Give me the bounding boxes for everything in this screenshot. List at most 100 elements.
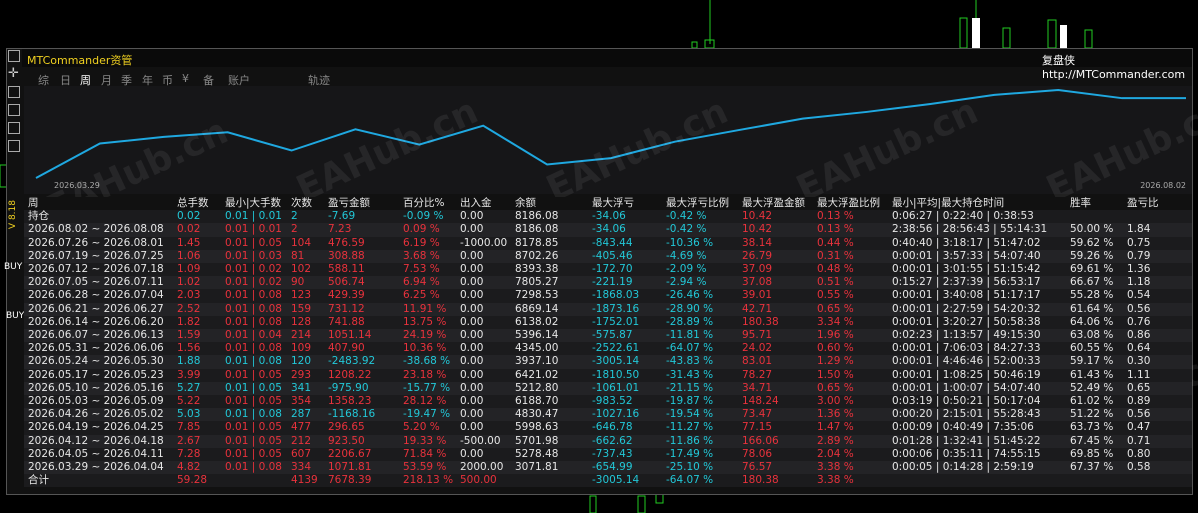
- tool-icon[interactable]: [8, 140, 20, 152]
- cell: -575.87: [592, 329, 633, 341]
- tab[interactable]: 周: [80, 74, 91, 87]
- cell: -2483.92: [328, 355, 376, 368]
- cell: -19.87 %: [666, 395, 714, 407]
- cell: 0.00: [460, 381, 484, 394]
- cell: 81: [291, 249, 305, 262]
- tab[interactable]: 账户: [228, 74, 250, 87]
- brand-url: http://MTCommander.com: [1042, 68, 1186, 81]
- cell: 607: [291, 447, 312, 460]
- cell: 64.06 %: [1070, 315, 1114, 328]
- cell: 0.00: [460, 210, 484, 223]
- tab[interactable]: 备: [203, 74, 214, 87]
- cell: 0.00: [460, 368, 484, 381]
- cell: 218.13 %: [403, 474, 454, 487]
- cell: 120: [291, 355, 312, 368]
- cell: 0:00:01 | 3:40:08 | 51:17:17: [892, 289, 1041, 302]
- row-bg: [24, 276, 1192, 290]
- cell: 50.00 %: [1070, 223, 1114, 236]
- equity-line: [35, 88, 1187, 179]
- tab[interactable]: 轨迹: [308, 74, 330, 87]
- tool-icon[interactable]: [8, 122, 20, 134]
- cell: 8393.38: [515, 263, 559, 275]
- tab[interactable]: 币: [162, 74, 173, 87]
- cell: 37.09: [742, 263, 773, 275]
- cell: 2026.08.02 ~ 2026.08.08: [28, 223, 164, 236]
- cell: 0.00: [460, 355, 484, 368]
- tool-icon[interactable]: [8, 104, 20, 116]
- cell: 0.00: [460, 249, 484, 262]
- buy-label: BUY: [6, 311, 25, 321]
- cell: 0.71: [1127, 434, 1151, 447]
- cell: 0.01 | 0.08: [225, 289, 282, 302]
- cell: -662.62: [592, 434, 633, 447]
- cell: 159: [291, 302, 312, 315]
- cell: 55.28 %: [1070, 289, 1114, 302]
- cell: 胜率: [1070, 197, 1091, 209]
- cell: 3071.81: [515, 461, 559, 473]
- cell: 0.56: [1127, 408, 1151, 421]
- cell: 1.36 %: [817, 408, 854, 421]
- cell: 8186.08: [515, 210, 559, 223]
- tab[interactable]: 季: [121, 74, 132, 87]
- cell: 0.01 | 0.01: [225, 223, 282, 236]
- row-bg: [24, 421, 1192, 435]
- cell: -172.70: [592, 263, 633, 275]
- tool-icon[interactable]: [8, 50, 20, 62]
- cell: 0.00: [460, 395, 484, 407]
- tab[interactable]: ¥: [182, 72, 189, 85]
- cell: 5.27: [177, 381, 201, 394]
- cell: -1027.16: [592, 408, 640, 421]
- cell: 2026.05.31 ~ 2026.06.06: [28, 342, 164, 355]
- cell: 最大浮亏比例: [666, 197, 729, 209]
- cell: -1868.03: [592, 289, 640, 302]
- tab[interactable]: 综: [38, 74, 49, 87]
- tab[interactable]: 月: [101, 74, 112, 87]
- cell: -43.83 %: [666, 355, 714, 368]
- cell: 0.01 | 0.05: [225, 368, 282, 381]
- cell: 6869.14: [515, 302, 559, 315]
- cell: 10.42: [742, 210, 773, 223]
- tab[interactable]: 日: [60, 74, 71, 87]
- cell: 0:00:01 | 3:57:33 | 54:07:40: [892, 249, 1041, 262]
- cell: 合计: [28, 474, 49, 487]
- cell: 0.64: [1127, 342, 1151, 355]
- cell: 2000.00: [460, 461, 504, 473]
- cell: -221.19: [592, 276, 633, 289]
- cell: 38.14: [742, 236, 773, 249]
- cell: 0.13 %: [817, 223, 854, 236]
- row-bg: [24, 342, 1192, 356]
- cell: 10.36 %: [403, 342, 447, 355]
- cell: -1168.16: [328, 408, 376, 421]
- cell: 4345.00: [515, 342, 559, 355]
- cell: 5.20 %: [403, 421, 440, 434]
- cell: 0.54: [1127, 289, 1151, 302]
- cell: -2.09 %: [666, 263, 707, 275]
- cell: 2: [291, 210, 298, 223]
- cell: -1000.00: [460, 236, 508, 249]
- cell: 3.00 %: [817, 395, 854, 407]
- cell: 2026.06.21 ~ 2026.06.27: [28, 302, 164, 315]
- cell: 0.01 | 0.05: [225, 421, 282, 434]
- cell: 7.85: [177, 421, 201, 434]
- cell: 2026.05.03 ~ 2026.05.09: [28, 395, 164, 407]
- cell: 2026.04.12 ~ 2026.04.18: [28, 434, 164, 447]
- cell: 0.00: [460, 263, 484, 275]
- cell: -500.00: [460, 434, 501, 447]
- cell: 0.01 | 0.08: [225, 342, 282, 355]
- row-bg: [24, 315, 1192, 329]
- cell: 0.01 | 0.02: [225, 276, 282, 289]
- cell: 0.01 | 0.03: [225, 249, 282, 262]
- cell: 1071.81: [328, 461, 372, 473]
- cell: 287: [291, 408, 312, 421]
- tool-icon[interactable]: ✛: [8, 66, 19, 81]
- cell: 5396.14: [515, 329, 559, 341]
- cell: 53.59 %: [403, 461, 447, 473]
- cell: 500.00: [460, 474, 497, 487]
- cell: 2026.05.10 ~ 2026.05.16: [28, 381, 164, 394]
- tool-icon[interactable]: [8, 86, 20, 98]
- candle: [1060, 25, 1067, 48]
- cell: 2.52: [177, 302, 201, 315]
- tab[interactable]: 年: [142, 74, 153, 87]
- cell: 34.71: [742, 381, 773, 394]
